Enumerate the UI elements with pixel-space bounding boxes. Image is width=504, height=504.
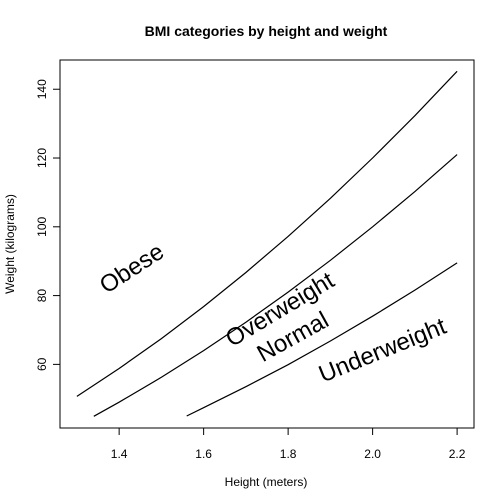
y-tick-label: 100 bbox=[35, 216, 49, 236]
region-label-underweight: Underweight bbox=[315, 313, 450, 389]
bmi-30-curve bbox=[76, 70, 458, 397]
x-tick-label: 1.6 bbox=[195, 447, 212, 461]
y-tick-label: 140 bbox=[35, 79, 49, 99]
bmi-18.5-curve bbox=[186, 262, 458, 417]
x-axis: 1.4 1.6 1.8 2.0 2.2 bbox=[111, 428, 466, 461]
region-label-obese: Obese bbox=[95, 238, 169, 299]
plot-frame bbox=[59, 59, 475, 429]
y-tick-label: 120 bbox=[35, 148, 49, 168]
x-tick-label: 1.8 bbox=[280, 447, 297, 461]
bmi-25-curve bbox=[93, 154, 458, 417]
bmi-curves bbox=[76, 70, 458, 417]
x-axis-label: Height (meters) bbox=[225, 475, 308, 489]
x-tick-label: 2.2 bbox=[449, 447, 466, 461]
x-tick-label: 1.4 bbox=[111, 447, 128, 461]
y-axis: 60 80 100 120 140 bbox=[35, 79, 60, 371]
y-tick-label: 60 bbox=[35, 357, 49, 371]
y-axis-label: Weight (kilograms) bbox=[3, 194, 17, 294]
y-tick-label: 80 bbox=[35, 289, 49, 303]
chart-title: BMI categories by height and weight bbox=[145, 23, 388, 39]
x-tick-label: 2.0 bbox=[364, 447, 381, 461]
